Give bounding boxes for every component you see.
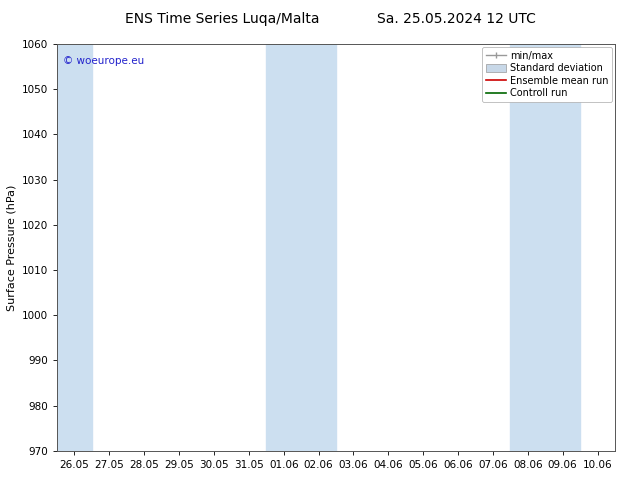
Text: ENS Time Series Luqa/Malta: ENS Time Series Luqa/Malta bbox=[125, 12, 319, 26]
Bar bbox=[57, 44, 92, 451]
Bar bbox=[510, 44, 580, 451]
Y-axis label: Surface Pressure (hPa): Surface Pressure (hPa) bbox=[6, 184, 16, 311]
Bar bbox=[266, 44, 336, 451]
Legend: min/max, Standard deviation, Ensemble mean run, Controll run: min/max, Standard deviation, Ensemble me… bbox=[482, 47, 612, 102]
Text: Sa. 25.05.2024 12 UTC: Sa. 25.05.2024 12 UTC bbox=[377, 12, 536, 26]
Text: © woeurope.eu: © woeurope.eu bbox=[63, 56, 144, 66]
